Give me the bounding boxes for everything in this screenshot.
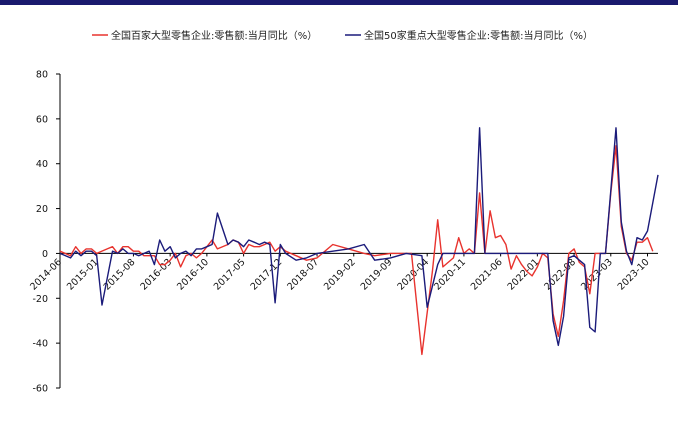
- legend: 全国百家大型零售企业:零售额:当月同比（%） 全国50家重点大型零售企业:零售额…: [92, 29, 593, 42]
- y-tick-label: 40: [36, 159, 48, 170]
- legend-label-series-2: 全国50家重点大型零售企业:零售额:当月同比（%）: [364, 29, 593, 42]
- y-tick-label: 60: [36, 114, 48, 125]
- x-tick-label: 2015-08: [102, 257, 138, 293]
- x-tick-label: 2016-10: [175, 257, 211, 293]
- x-tick-label: 2021-06: [469, 257, 505, 293]
- y-tick-label: -60: [32, 384, 48, 395]
- x-axis-ticks: 2014-06 2015-01 2015-08 2016-03 2016-10 2017-…: [28, 253, 652, 293]
- x-tick-label: 2018-07: [285, 257, 321, 293]
- series-line-2: [59, 127, 659, 347]
- y-tick-label: 20: [36, 204, 48, 215]
- x-tick-label: 2019-09: [359, 257, 395, 293]
- series-line-1: [59, 145, 654, 356]
- x-tick-label: 2023-03: [579, 257, 615, 293]
- x-tick-label: 2019-02: [322, 257, 358, 293]
- top-accent-bar: [0, 0, 678, 5]
- y-axis-ticks: 80 60 40 20 0 -20 -40 -60: [32, 70, 60, 395]
- y-tick-label: -40: [32, 339, 48, 350]
- y-tick-label: -20: [32, 294, 48, 305]
- x-tick-label: 2014-06: [28, 257, 64, 293]
- y-tick-label: 0: [42, 249, 48, 260]
- x-tick-label: 2017-05: [212, 257, 248, 293]
- y-tick-label: 80: [36, 70, 48, 81]
- legend-label-series-1: 全国百家大型零售企业:零售额:当月同比（%）: [111, 29, 317, 42]
- x-tick-label: 2023-10: [616, 257, 652, 293]
- x-tick-label: 2020-11: [432, 257, 468, 293]
- x-tick-label: 2022-01: [506, 257, 542, 293]
- x-tick-label: 2015-01: [65, 257, 101, 293]
- plot-area: [59, 127, 659, 356]
